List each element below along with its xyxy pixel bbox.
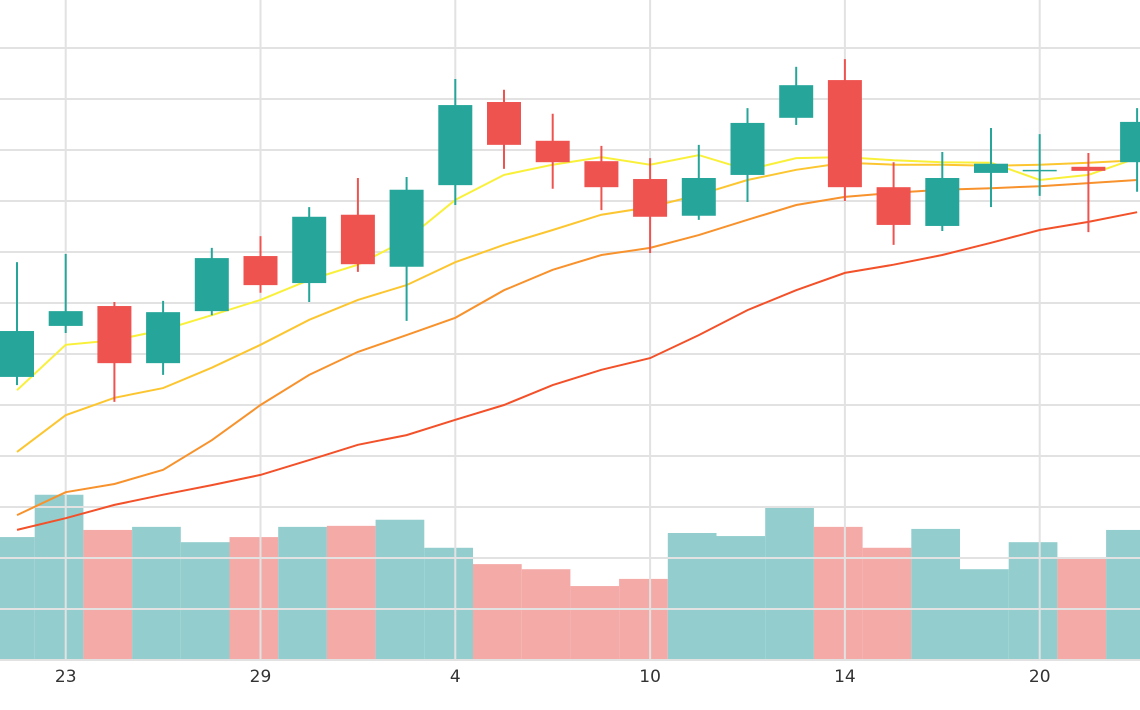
volume-bar (862, 547, 912, 660)
moving-average-line (16, 159, 1138, 453)
x-tick-label: 29 (250, 667, 272, 687)
volume-bar (765, 505, 814, 660)
volume-bar (911, 528, 960, 660)
volume-bar (326, 525, 376, 660)
x-tick-label: 20 (1029, 667, 1051, 687)
volume-bar (521, 569, 571, 660)
candle-body (1071, 166, 1106, 171)
candle-body (925, 178, 960, 226)
volume-bar (813, 526, 863, 660)
candle-body (633, 179, 668, 217)
candle-body (974, 163, 1008, 173)
candle-body (827, 80, 862, 188)
candle-body (1120, 121, 1140, 163)
candle-body (340, 214, 375, 265)
volume-bar (132, 526, 181, 660)
candle-body (584, 161, 619, 188)
candle-body (0, 331, 34, 377)
volume-bar (1106, 529, 1140, 660)
volume-bar (619, 578, 668, 660)
volume-bar (375, 519, 425, 660)
x-tick-label: 4 (450, 667, 461, 687)
volume-bar (278, 526, 327, 660)
candle-body (876, 187, 911, 225)
candle-body (535, 140, 570, 163)
volume-bar (473, 564, 522, 660)
x-tick-label: 14 (834, 667, 856, 687)
candle-body (194, 258, 229, 312)
volume-bar (570, 586, 620, 660)
candle-body (97, 306, 132, 364)
volume-bar (960, 569, 1009, 660)
candle-body (292, 216, 327, 284)
volume-bar (667, 532, 717, 660)
candle-body (146, 312, 181, 364)
candle-body (779, 85, 814, 118)
volume-bar (229, 537, 279, 660)
volume-bar (180, 542, 230, 660)
x-tick-label: 23 (55, 667, 77, 687)
volume-bar (83, 529, 133, 660)
candle-body (48, 311, 83, 326)
volume-bar (1008, 542, 1058, 660)
volume-bar (424, 547, 473, 660)
candle-body (1022, 169, 1057, 172)
volume-bar (0, 537, 35, 660)
moving-average-line (16, 211, 1138, 531)
candle-body (438, 105, 473, 186)
candle-body (681, 178, 716, 216)
volume-bar (34, 494, 84, 660)
candle-body (243, 256, 278, 286)
moving-average-line (16, 179, 1138, 517)
moving-average-line (16, 154, 1138, 391)
x-tick-label: 10 (639, 667, 661, 687)
candle-body (389, 189, 424, 267)
volume-bar (716, 536, 766, 660)
candle-body (730, 122, 765, 175)
candle-body (487, 102, 521, 145)
